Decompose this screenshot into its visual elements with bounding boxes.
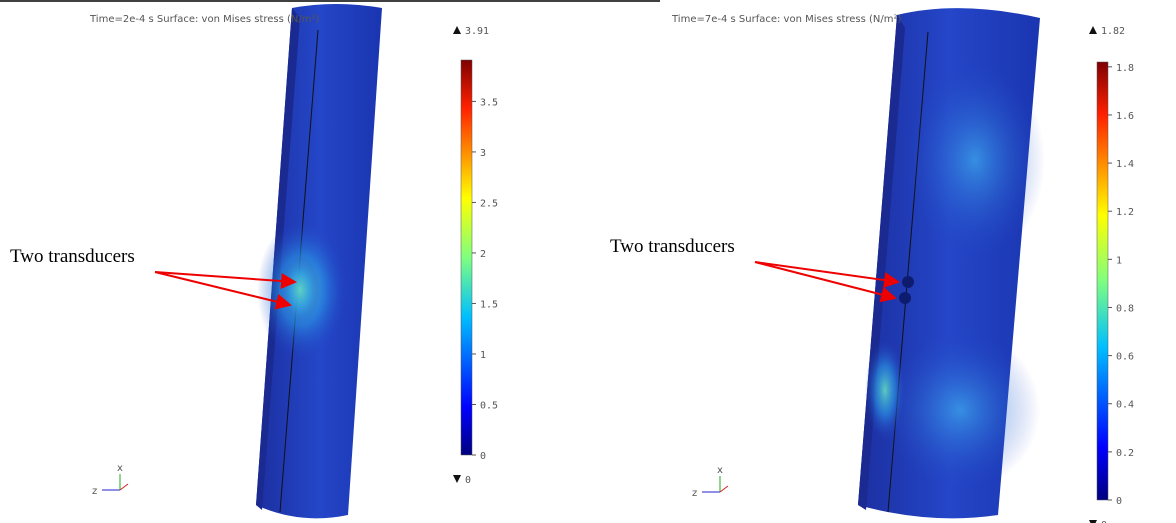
arrow (154, 271, 297, 289)
axis-label: z (92, 486, 97, 497)
min-marker (453, 475, 461, 483)
min-marker (1089, 520, 1097, 523)
axis-z (119, 483, 129, 491)
colorbar (1096, 61, 1109, 501)
colorbar-max: 1.82 (1101, 26, 1125, 37)
arrow (754, 261, 900, 288)
tick-label: 1 (480, 350, 486, 361)
arrow (154, 271, 292, 310)
tick-label: 1.8 (1116, 63, 1134, 74)
arrow (754, 261, 897, 303)
axis-label: z (692, 488, 697, 499)
tube (256, 4, 382, 519)
tick-label: 1.2 (1116, 207, 1134, 218)
axis-label: x (717, 465, 723, 476)
tick-label: 0.6 (1116, 352, 1134, 363)
axis-z (719, 485, 729, 493)
tick-label: 1.4 (1116, 159, 1134, 170)
colorbar-max: 3.91 (465, 26, 489, 37)
tick-label: 2.5 (480, 198, 498, 209)
tube (858, 8, 1045, 519)
tick-label: 1.6 (1116, 111, 1134, 122)
tick-label: 3 (480, 148, 486, 159)
tick-label: 0.8 (1116, 303, 1134, 314)
annotation: Two transducers (10, 246, 135, 267)
plot-title: Time=7e-4 s Surface: von Mises stress (N… (671, 14, 902, 25)
annotation: Two transducers (610, 236, 735, 257)
tick-label: 1 (1116, 255, 1122, 266)
tick-label: 0.5 (480, 400, 498, 411)
tick-label: 0.2 (1116, 448, 1134, 459)
tick-label: 2 (480, 249, 486, 260)
tick-label: 1.5 (480, 299, 498, 310)
tick-label: 0.4 (1116, 400, 1134, 411)
colorbar-min: 0 (1101, 520, 1107, 523)
max-marker (453, 26, 461, 34)
tick-label: 0 (1116, 496, 1122, 507)
colorbar (460, 59, 473, 456)
tick-label: 0 (480, 451, 486, 462)
tick-label: 3.5 (480, 97, 498, 108)
colorbar-min: 0 (465, 475, 471, 486)
plot-title: Time=2e-4 s Surface: von Mises stress (N… (89, 14, 320, 25)
axis-label: x (117, 463, 123, 474)
max-marker (1089, 26, 1097, 34)
